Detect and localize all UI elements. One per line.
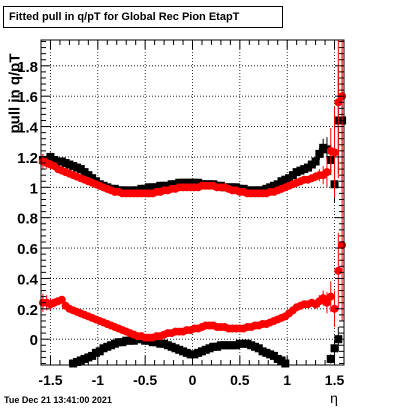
y-tick-label: 0.4: [17, 271, 39, 288]
x-tick-label: -1: [92, 372, 105, 388]
data-point-circle: [322, 168, 331, 177]
y-tick-label: 1.4: [17, 120, 39, 137]
data-point-square: [281, 359, 290, 368]
y-tick-label: 1.2: [17, 150, 38, 167]
x-tick-label: -1.5: [38, 372, 62, 388]
data-points: [38, 40, 347, 368]
y-tick-label: 1.6: [17, 89, 38, 106]
x-tick-label: 0.5: [230, 372, 250, 388]
x-tick-label: 1: [283, 372, 291, 388]
x-tick-label: -0.5: [133, 372, 157, 388]
series-2: [69, 327, 343, 368]
data-point-circle: [334, 98, 343, 107]
data-point-circle: [330, 148, 339, 157]
y-tick-label: 0.6: [17, 241, 38, 258]
data-point-circle: [326, 292, 335, 301]
y-tick-label: 0: [30, 332, 38, 349]
data-point-square: [326, 354, 335, 363]
x-tick-label: 1.5: [325, 372, 345, 388]
y-tick-label: 1.8: [17, 59, 38, 76]
axis-ticks: -1.5 -1 -0.5 0 0.5 1 1.5 0 0.2 0.4 0.6 0.8 1 1.2 1.4 1.…: [17, 40, 345, 388]
y-axis-label-box: pull in q/pT: [3, 28, 27, 158]
y-tick-label: 0.2: [17, 302, 38, 319]
y-axis-label: pull in q/pT: [6, 53, 24, 133]
data-point-square: [315, 149, 324, 158]
data-point-circle: [330, 304, 339, 313]
series-4: [38, 169, 347, 342]
data-point-circle: [57, 295, 66, 304]
y-tick-label: 1: [30, 180, 38, 197]
data-point-square: [330, 344, 339, 353]
data-point-circle: [322, 298, 331, 307]
x-tick-label: 0: [189, 372, 197, 388]
data-point-square: [322, 145, 331, 154]
y-tick-label: 0.8: [17, 211, 38, 228]
x-axis-label: η: [330, 390, 338, 406]
timestamp: Tue Dec 21 13:41:00 2021: [4, 395, 112, 405]
data-point-circle: [334, 266, 343, 275]
chart-title: Fitted pull in q/pT for Global Rec Pion …: [3, 6, 283, 28]
data-point-square: [311, 157, 320, 166]
